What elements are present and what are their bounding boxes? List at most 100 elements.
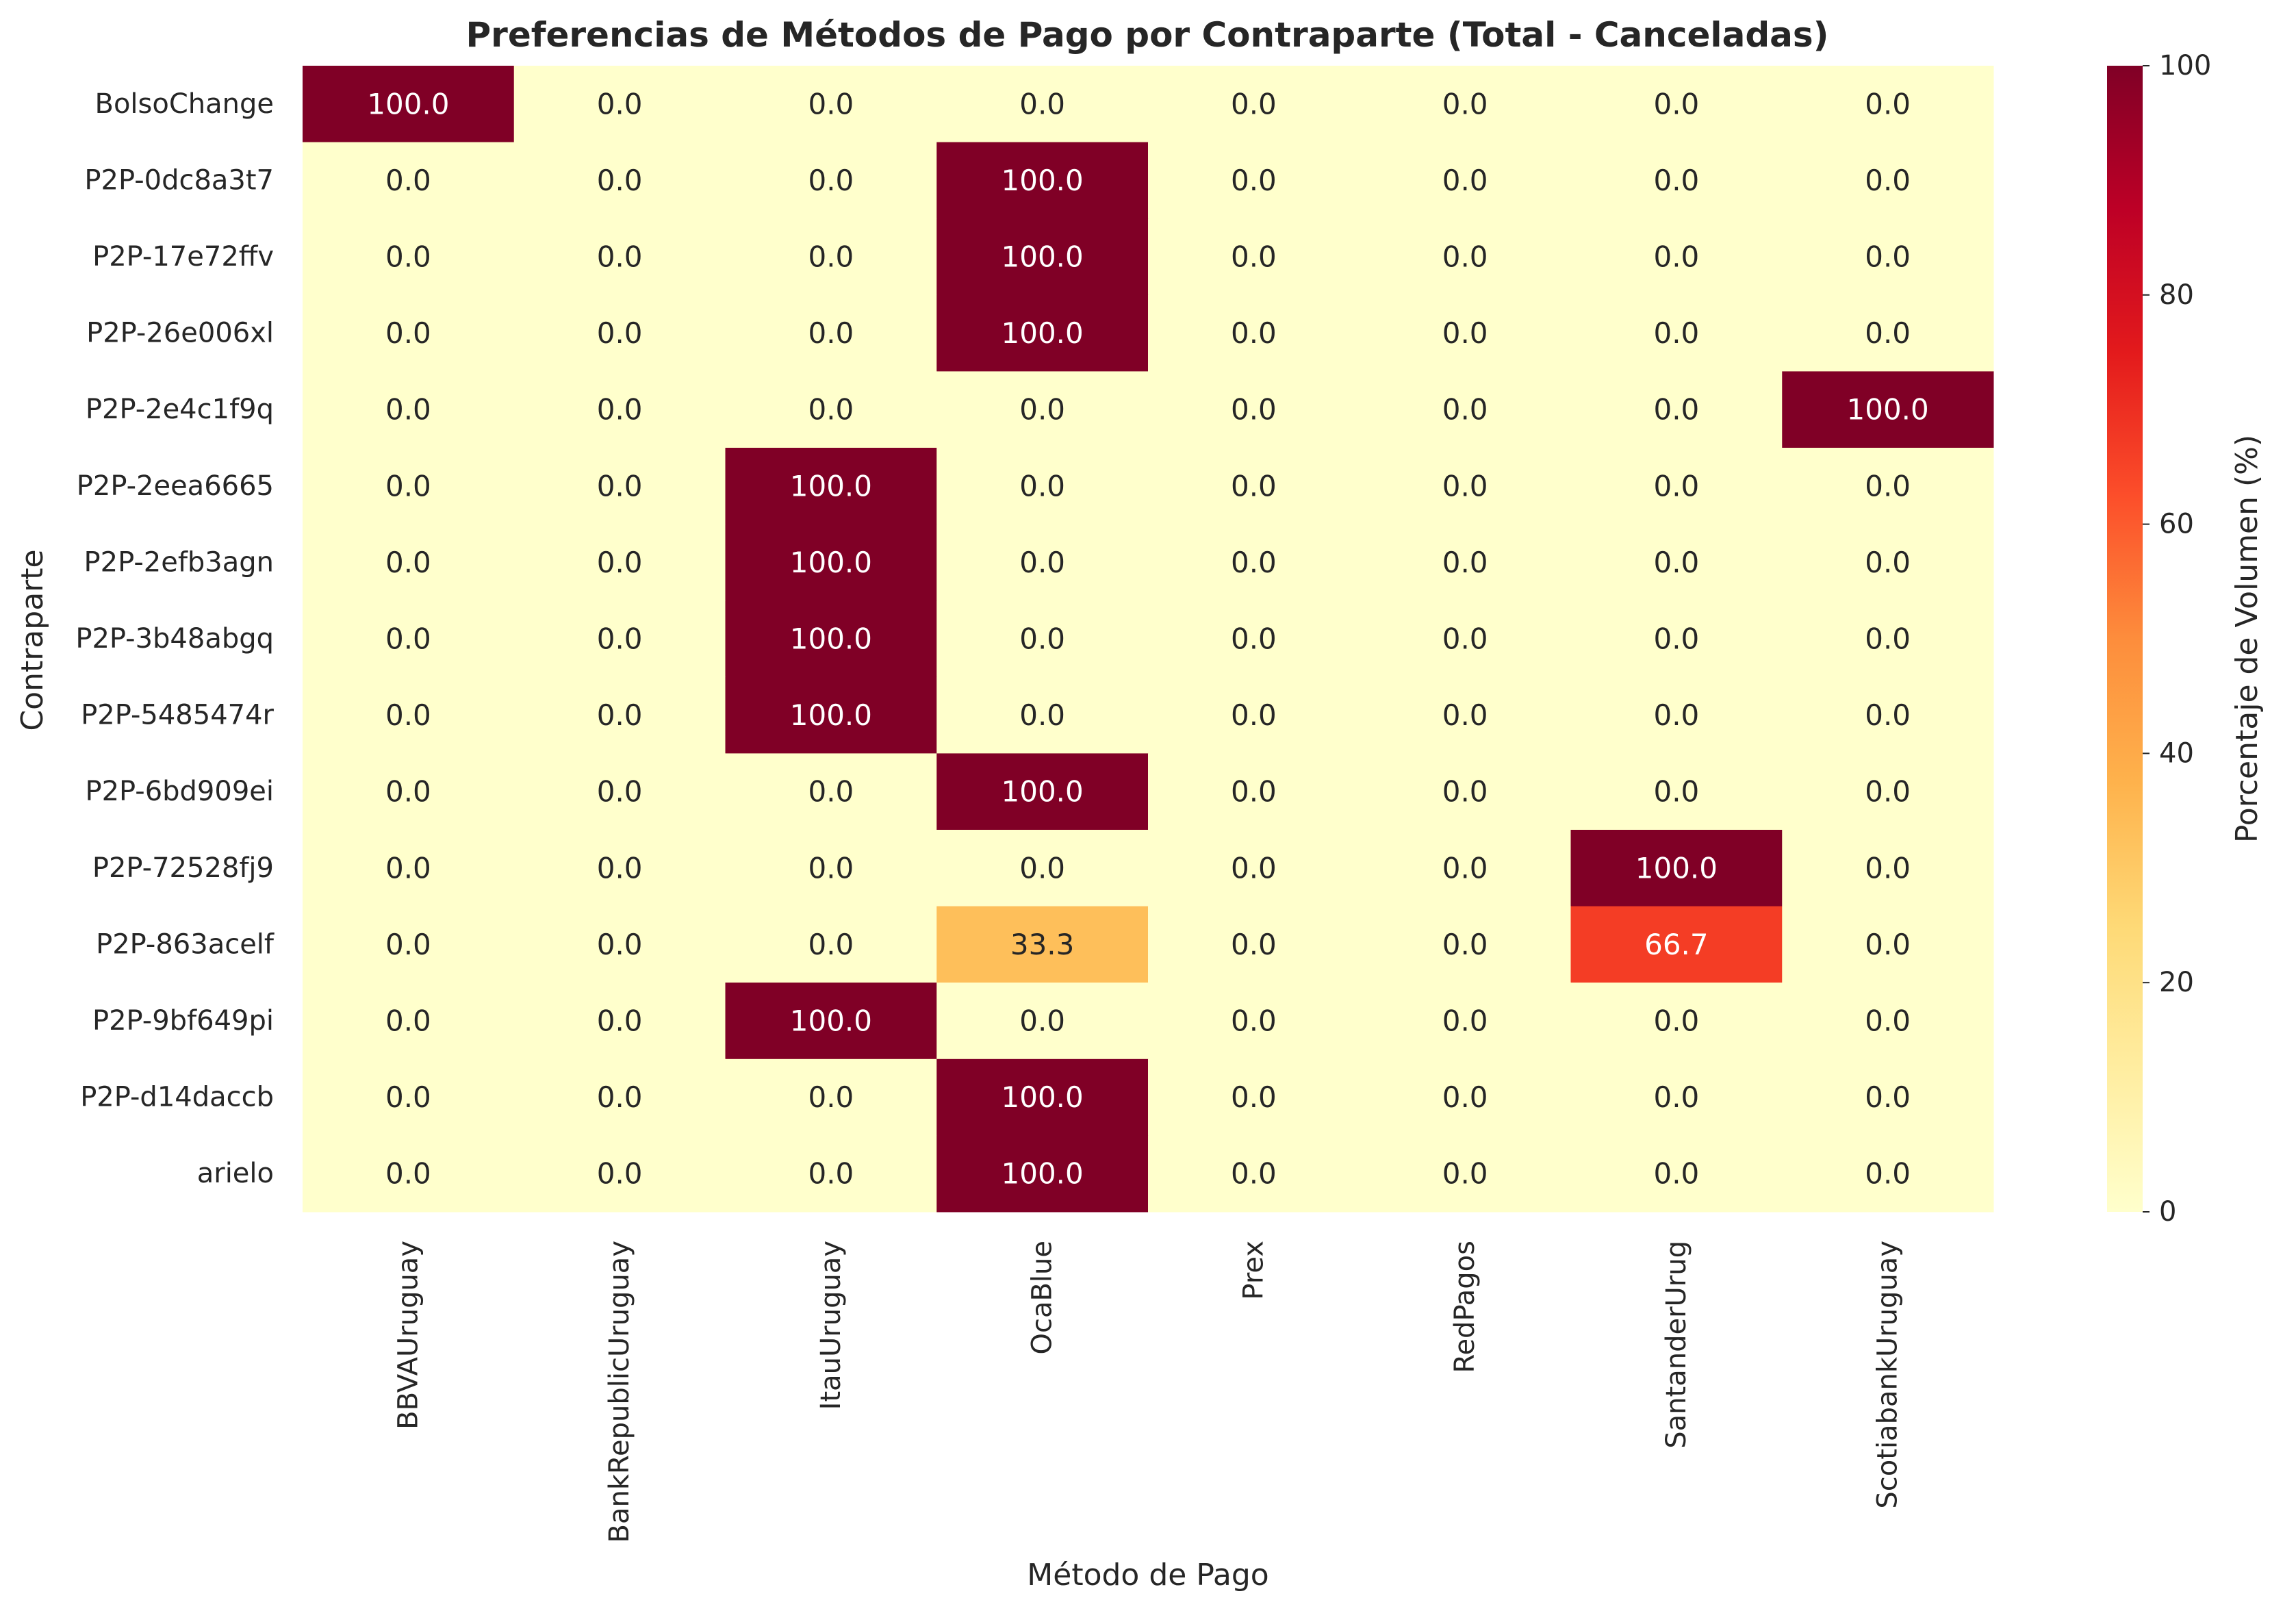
heatmap-cell-value: 0.0 <box>1231 851 1277 885</box>
heatmap-cell <box>1782 753 1994 830</box>
heatmap-cell-value: 0.0 <box>385 622 431 656</box>
heatmap-cell <box>936 448 1149 525</box>
heatmap-cell-value: 0.0 <box>385 1004 431 1038</box>
heatmap-cell <box>1782 142 1994 219</box>
heatmap-cell <box>1570 524 1783 601</box>
heatmap-cell <box>303 906 515 983</box>
heatmap-cell-value: 0.0 <box>808 928 854 961</box>
heatmap-cell <box>1570 753 1783 830</box>
heatmap-cell-value: 100.0 <box>790 546 872 579</box>
heatmap-cell <box>1359 830 1571 907</box>
heatmap-cell <box>936 906 1149 983</box>
heatmap-cell-value: 0.0 <box>385 546 431 579</box>
heatmap-cell-value: 0.0 <box>1231 928 1277 961</box>
heatmap-cell-value: 0.0 <box>385 698 431 732</box>
heatmap-cell <box>1570 600 1783 678</box>
heatmap-cell <box>513 906 726 983</box>
heatmap-cell-value: 0.0 <box>1653 393 1699 427</box>
heatmap-cell-value: 0.0 <box>1231 393 1277 427</box>
heatmap-cell-value: 0.0 <box>1653 469 1699 503</box>
heatmap-cell <box>1570 1058 1783 1136</box>
x-tick-labels: BBVAUruguay BankRepublicUruguay ItauUrugua… <box>392 1241 1903 1543</box>
heatmap-cell-value: 0.0 <box>1442 469 1488 503</box>
heatmap-cell <box>936 1058 1149 1136</box>
heatmap-cell <box>303 982 515 1060</box>
heatmap-cell <box>936 1135 1149 1213</box>
heatmap-cell-value: 0.0 <box>1019 698 1065 732</box>
heatmap-cell <box>513 600 726 678</box>
y-tick-label: P2P-72528fj9 <box>92 852 274 884</box>
heatmap-cell-value: 0.0 <box>385 928 431 961</box>
heatmap-cell <box>1782 294 1994 372</box>
heatmap-cell <box>1148 524 1360 601</box>
y-tick-label: P2P-0dc8a3t7 <box>84 164 274 196</box>
heatmap-cell <box>513 448 726 525</box>
heatmap-cell-value: 0.0 <box>597 1080 643 1114</box>
heatmap-cell <box>1782 906 1994 983</box>
heatmap-cell <box>513 66 726 143</box>
heatmap-cell <box>303 294 515 372</box>
heatmap-cell <box>1570 1135 1783 1213</box>
heatmap-cell-value: 0.0 <box>1019 393 1065 427</box>
heatmap-cell <box>936 676 1149 754</box>
heatmap-cell <box>513 142 726 219</box>
heatmap-cell-value: 100.0 <box>790 469 872 503</box>
heatmap-cell-value: 0.0 <box>808 240 854 274</box>
heatmap-cell-value: 0.0 <box>1019 1004 1065 1038</box>
heatmap-cell <box>303 600 515 678</box>
heatmap-cell <box>725 753 937 830</box>
heatmap-cell <box>303 830 515 907</box>
heatmap-cell-value: 0.0 <box>1865 240 1911 274</box>
heatmap-cell-value: 0.0 <box>1653 622 1699 656</box>
colorbar-label: Porcentaje de Volumen (%) <box>2230 435 2265 843</box>
heatmap-cell-value: 0.0 <box>385 164 431 197</box>
heatmap-cell <box>1782 448 1994 525</box>
heatmap-cell-value: 0.0 <box>1653 698 1699 732</box>
heatmap-cell <box>1570 294 1783 372</box>
heatmap-cell <box>725 142 937 219</box>
x-tick-label: ScotiabankUruguay <box>1872 1241 1904 1509</box>
heatmap-cell <box>936 218 1149 296</box>
heatmap-cell-value: 0.0 <box>1865 316 1911 350</box>
heatmap-cell-value: 100.0 <box>1002 164 1084 197</box>
heatmap-cell-value: 0.0 <box>1442 316 1488 350</box>
heatmap-cell <box>1359 1058 1571 1136</box>
y-tick-label: P2P-9bf649pi <box>92 1005 274 1037</box>
colorbar-ticks: 0 20 40 60 80 100 <box>2143 50 2211 1228</box>
heatmap-cell <box>1148 294 1360 372</box>
heatmap-cell <box>513 371 726 448</box>
heatmap-cell <box>1782 1135 1994 1213</box>
heatmap-cell-value: 0.0 <box>597 316 643 350</box>
heatmap-cell-value: 100.0 <box>1002 1080 1084 1114</box>
heatmap-cell-value: 0.0 <box>1442 393 1488 427</box>
heatmap-cell <box>936 142 1149 219</box>
heatmap-cell-value: 0.0 <box>808 1157 854 1191</box>
heatmap-cell-value: 100.0 <box>1847 393 1929 427</box>
heatmap-cell <box>1359 218 1571 296</box>
heatmap-cell-value: 0.0 <box>1865 698 1911 732</box>
heatmap-cell <box>725 294 937 372</box>
heatmap-cell <box>1148 906 1360 983</box>
heatmap-cell-value: 33.3 <box>1010 928 1075 961</box>
heatmap-cell-value: 0.0 <box>808 1080 854 1114</box>
heatmap-cell-value: 0.0 <box>1019 469 1065 503</box>
heatmap-cell-value: 0.0 <box>1231 87 1277 120</box>
heatmap-cell <box>936 66 1149 143</box>
heatmap-cell <box>936 982 1149 1060</box>
colorbar-tick-label: 100 <box>2159 50 2211 81</box>
heatmap-cell-value: 0.0 <box>1019 622 1065 656</box>
heatmap-cell-value: 0.0 <box>1865 1157 1911 1191</box>
heatmap-cell <box>303 676 515 754</box>
heatmap-cell-value: 0.0 <box>1442 698 1488 732</box>
heatmap-cell <box>725 830 937 907</box>
colorbar <box>2107 66 2143 1212</box>
heatmap-cell <box>1782 66 1994 143</box>
heatmap-cell <box>1570 830 1783 907</box>
heatmap-cell <box>936 600 1149 678</box>
heatmap-cell <box>1359 448 1571 525</box>
y-tick-label: P2P-2e4c1f9q <box>86 394 274 425</box>
heatmap-cell-value: 100.0 <box>1002 1157 1084 1191</box>
heatmap-cell-value: 0.0 <box>1231 1004 1277 1038</box>
heatmap-cell <box>303 1135 515 1213</box>
